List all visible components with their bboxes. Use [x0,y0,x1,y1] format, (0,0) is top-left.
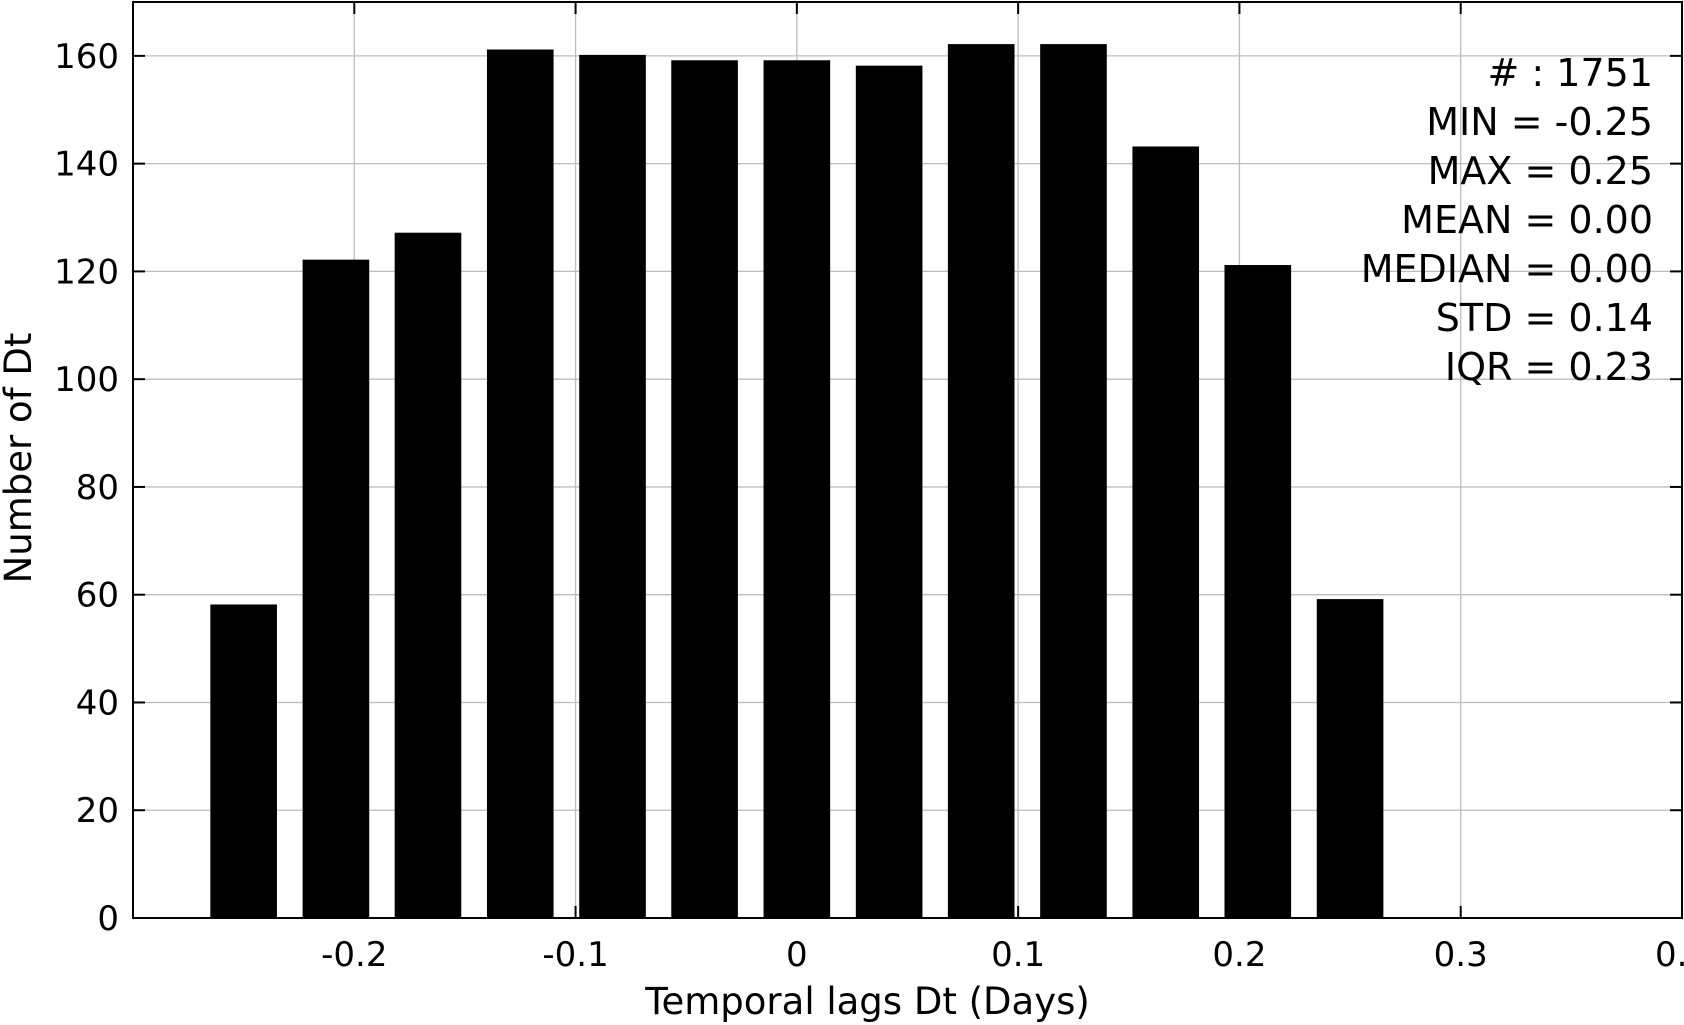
stat-line: MAX = 0.25 [1428,149,1653,193]
histogram-bar [1132,146,1200,919]
x-tick-label: 0.1 [991,935,1045,975]
x-tick-label: 0.3 [1434,935,1488,975]
y-axis-label: Number of Dt [0,333,40,584]
x-tick-label: -0.1 [542,935,608,975]
y-tick-label: 80 [76,468,119,508]
histogram-bar [947,44,1015,919]
stat-line: STD = 0.14 [1436,296,1653,340]
stat-line: IQR = 0.23 [1445,345,1653,389]
stat-line: MEDIAN = 0.00 [1361,247,1653,291]
y-tick-label: 40 [76,683,119,723]
bars [210,44,1384,920]
x-tick-label: 0.4 [1655,935,1684,975]
y-tick-label: 120 [54,252,119,292]
y-tick-label: 100 [54,360,119,400]
x-tick-label: 0 [786,935,808,975]
histogram-bar [855,65,923,920]
histogram-bar [486,49,554,919]
y-tick-label: 140 [54,145,119,185]
y-tick-label: 20 [76,791,119,831]
stat-line: MIN = -0.25 [1426,100,1653,144]
histogram-bar [1316,599,1384,919]
y-tick-labels: 0 20 40 60 80 100 120 140 160 [54,37,119,939]
x-axis-label: Temporal lags Dt (Days) [644,980,1090,1023]
axis-ticks [133,2,1683,919]
y-tick-label: 160 [54,37,119,77]
histogram-bar [210,604,277,919]
histogram-bar [394,232,462,920]
histogram-bar [579,54,646,920]
stats-annotation: # : 1751 MIN = -0.25 MAX = 0.25 MEAN = 0.00… [1361,51,1653,389]
stat-line: MEAN = 0.00 [1401,198,1653,242]
x-tick-label: -0.2 [321,935,387,975]
histogram-bar [1224,265,1292,919]
x-tick-label: 0.2 [1212,935,1266,975]
histogram-bar [763,60,831,920]
histogram-bar [671,60,738,920]
histogram-bar [302,259,370,919]
stat-line: # : 1751 [1487,51,1653,95]
x-tick-labels: -0.2 -0.1 0 0.1 0.2 0.3 0.4 [321,935,1684,975]
y-tick-label: 0 [97,899,119,939]
y-tick-label: 60 [76,576,119,616]
plot-frame [132,1,1683,919]
histogram-bar [1040,44,1107,919]
